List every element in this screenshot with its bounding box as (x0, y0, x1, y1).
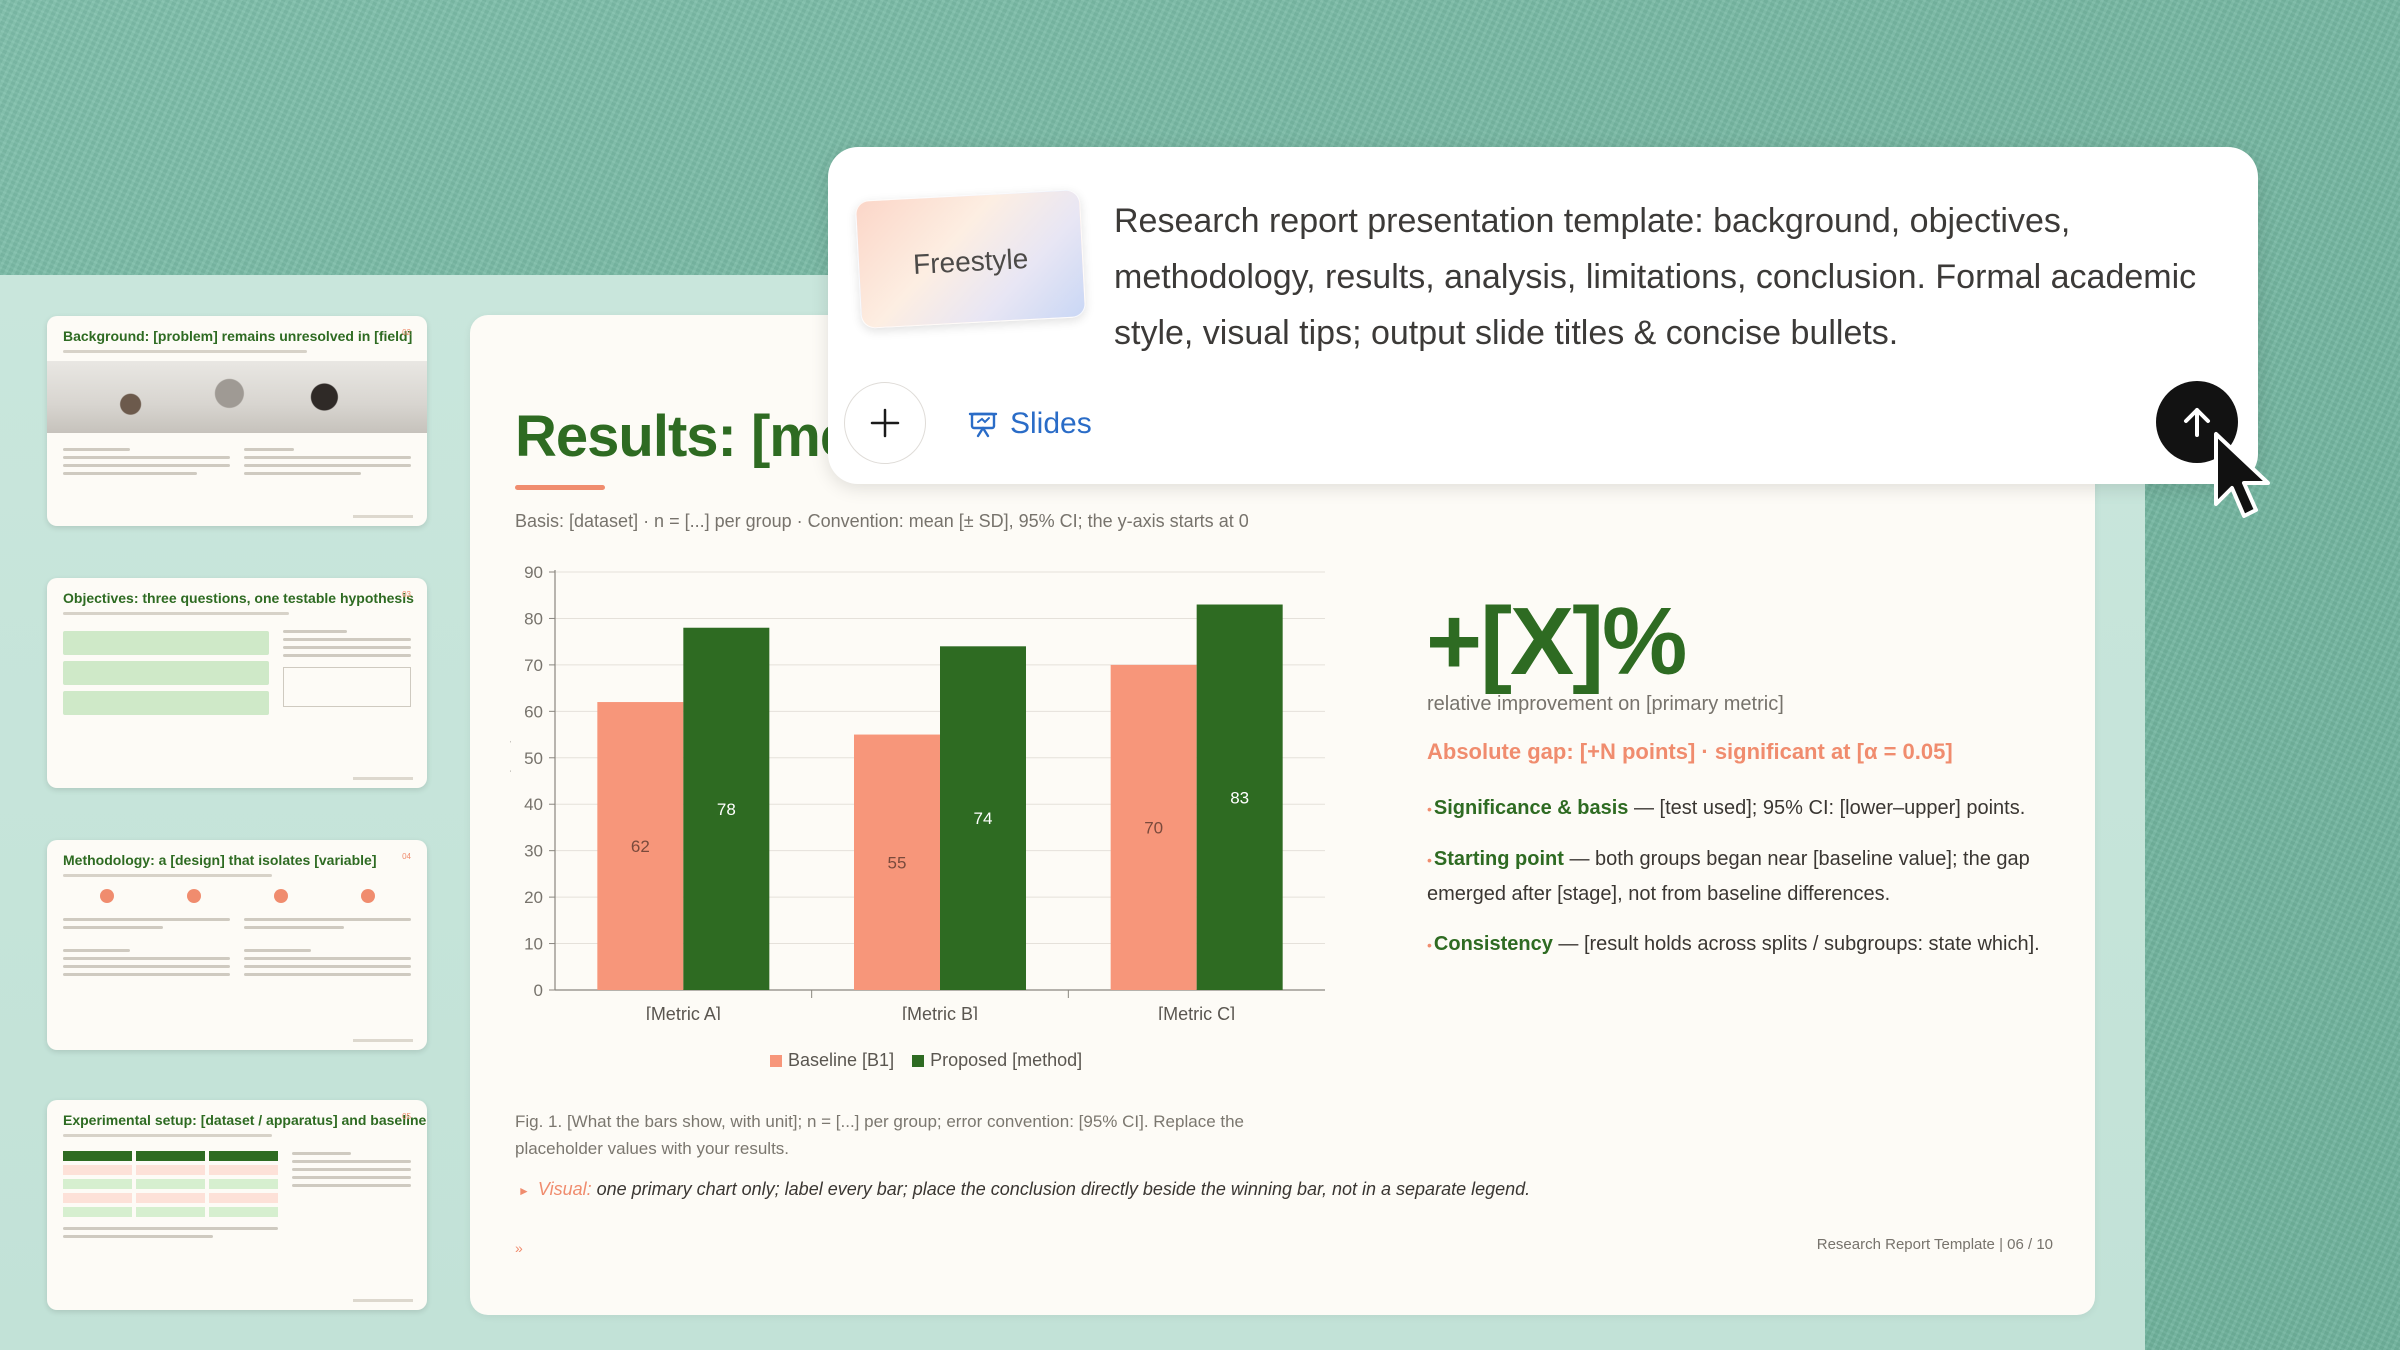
legend-item-baseline: Baseline [B1] (770, 1050, 894, 1071)
finding-label: Consistency (1433, 933, 1553, 955)
thumbnail-title: Experimental setup: [dataset / apparatus… (63, 1112, 427, 1128)
slides-label: Slides (1010, 407, 1092, 440)
thumbnail-number: 02 (402, 328, 411, 337)
bar-value-label: 78 (717, 800, 736, 819)
thumbnail-title: Background: [problem] remains unresolved… (63, 328, 413, 344)
legend-swatch-proposed (912, 1054, 925, 1067)
bar-baseline (1110, 664, 1197, 990)
thumbnail-subtitle (63, 350, 307, 353)
thumbnail-subtitle (63, 874, 272, 877)
slides-mode-button[interactable]: Slides (968, 407, 1092, 441)
finding-text: — [result holds across splits / subgroup… (1552, 933, 2040, 955)
y-tick-label: 80 (524, 609, 543, 628)
figure-caption: Fig. 1. [What the bars show, with unit];… (515, 1112, 1245, 1158)
thumbnail-title: Objectives: three questions, one testabl… (63, 590, 414, 606)
finding-item: • Starting point — both groups began near… (1427, 848, 2030, 905)
slide-thumbnail-5[interactable]: Experimental setup: [dataset / apparatus… (47, 1100, 427, 1310)
finding-item: • Significance & basis — [test used]; 95%… (1427, 797, 2026, 819)
bar-proposed (940, 646, 1026, 990)
bar-value-label: 70 (1144, 818, 1163, 837)
visual-tip-arrow-icon: ► (518, 1184, 530, 1198)
thumbnail-subtitle (63, 1134, 272, 1137)
slide-thumbnail-4[interactable]: Methodology: a [design] that isolates [v… (47, 840, 427, 1050)
bar-baseline (597, 702, 684, 990)
finding-label: Significance & basis (1433, 797, 1629, 819)
x-tick-label: [Metric C] (1158, 1004, 1235, 1020)
headline-caption: relative improvement on [primary metric] (1427, 693, 1784, 715)
headline-metric: +[X]% (1426, 588, 1687, 695)
finding-text: — [test used]; 95% CI: [lower–upper] poi… (1628, 797, 2026, 819)
finding-item: • Consistency — [result holds across spli… (1427, 933, 2040, 955)
y-tick-label: 0 (534, 981, 543, 1000)
plus-icon (870, 408, 900, 438)
legend-label-baseline: Baseline [B1] (788, 1050, 895, 1070)
freestyle-mode-card[interactable]: Freestyle (854, 189, 1087, 329)
mouse-cursor-icon (2214, 432, 2270, 518)
slide-title: Results: [me (515, 404, 852, 469)
y-tick-label: 60 (524, 702, 543, 721)
add-attachment-button[interactable] (844, 382, 926, 464)
thumbnail-photo (47, 361, 427, 433)
y-tick-label: 40 (524, 795, 543, 814)
thumbnail-title: Methodology: a [design] that isolates [v… (63, 852, 377, 868)
presentation-icon (968, 412, 998, 438)
bar-value-label: 74 (974, 809, 993, 828)
legend-swatch-baseline (770, 1054, 782, 1067)
chart-legend: Baseline [B1] Proposed [method] (770, 1050, 1082, 1071)
bar-baseline (854, 734, 940, 990)
legend-label-proposed: Proposed [method] (930, 1050, 1083, 1070)
x-tick-label: [Metric B] (902, 1004, 978, 1020)
prompt-card: Freestyle Research report presentation t… (828, 147, 2258, 484)
x-tick-label: [Metric A] (646, 1004, 721, 1020)
thumbnail-number: 05 (402, 1112, 411, 1121)
prompt-input[interactable]: Research report presentation template: b… (1114, 202, 2197, 352)
slide-footer: Research Report Template | 06 / 10 (1816, 1236, 2053, 1253)
arrow-up-icon (2184, 408, 2210, 437)
bar-proposed (1196, 604, 1283, 990)
y-tick-label: 90 (524, 563, 543, 582)
y-axis-label: Score (unit) (510, 737, 511, 825)
bar-proposed (683, 627, 770, 990)
thumbnail-number: 03 (402, 590, 411, 599)
y-tick-label: 70 (524, 656, 543, 675)
visual-tip-label: Visual: (537, 1179, 592, 1199)
results-bar-chart: 0 10 20 30 40 50 60 70 80 90 Score (unit) 62 78 [Metr… (510, 563, 1325, 1020)
double-chevron-icon: » (515, 1240, 523, 1256)
legend-item-proposed: Proposed [method] (912, 1050, 1082, 1071)
y-tick-label: 20 (524, 888, 543, 907)
slide-basis-note: Basis: [dataset] · n = [...] per group ·… (515, 511, 1249, 531)
y-tick-label: 50 (524, 749, 543, 768)
freestyle-label: Freestyle (912, 243, 1029, 280)
absolute-gap: Absolute gap: [+N points] · significant … (1427, 739, 1953, 764)
title-underline (515, 485, 605, 490)
bar-value-label: 55 (888, 853, 907, 872)
thumbnail-number: 04 (402, 852, 411, 861)
bar-value-label: 83 (1230, 788, 1249, 807)
finding-text: — both groups began near [baseline value… (1427, 848, 2030, 905)
y-tick-label: 10 (524, 935, 543, 954)
slide-thumbnail-2[interactable]: Background: [problem] remains unresolved… (47, 316, 427, 526)
y-tick-label: 30 (524, 842, 543, 861)
visual-tip-text: one primary chart only; label every bar;… (591, 1179, 1531, 1199)
findings-list: • Significance & basis — [test used]; 95%… (1427, 791, 2067, 978)
slide-thumbnail-3[interactable]: Objectives: three questions, one testabl… (47, 578, 427, 788)
finding-label: Starting point (1433, 848, 1564, 870)
thumbnail-subtitle (63, 612, 290, 615)
bar-value-label: 62 (631, 837, 650, 856)
visual-tip: ► Visual: one primary chart only; label e… (518, 1179, 1530, 1200)
